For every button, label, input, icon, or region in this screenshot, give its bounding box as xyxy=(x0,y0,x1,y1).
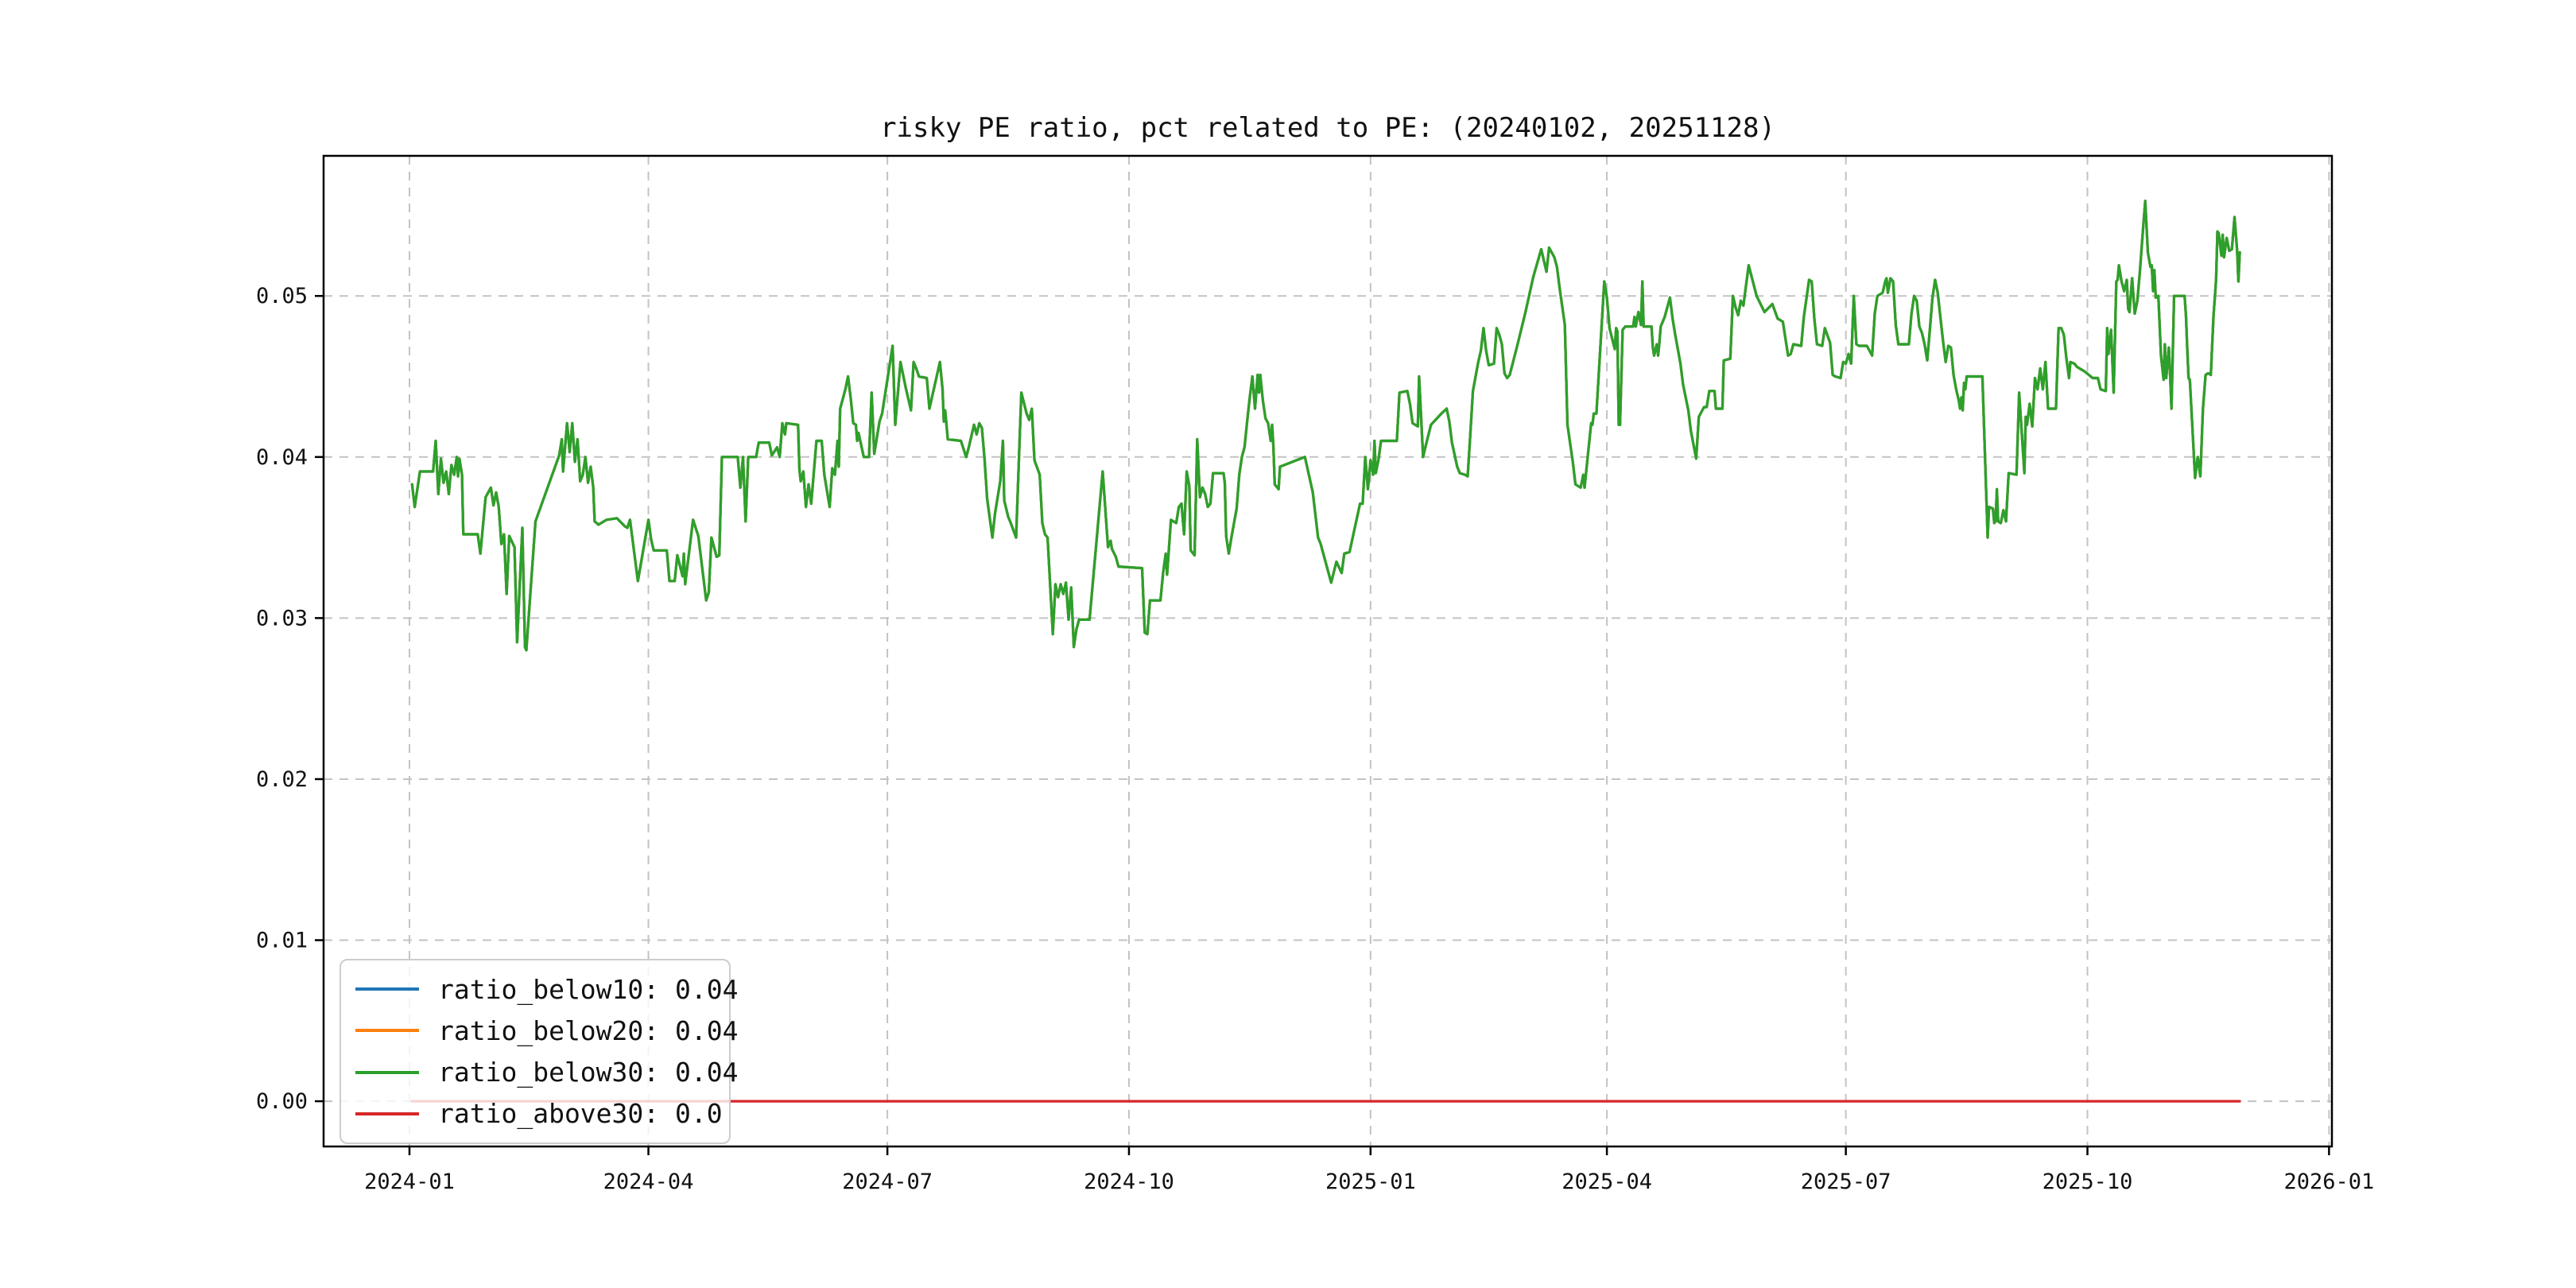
x-tick-label: 2025-10 xyxy=(2043,1170,2133,1194)
legend-item: ratio_below30: 0.04 xyxy=(355,1057,739,1088)
tick-marks xyxy=(315,294,2330,1155)
plot-border xyxy=(322,154,2334,1148)
legend-label: ratio_below30: 0.04 xyxy=(438,1057,739,1088)
legend-label: ratio_below10: 0.04 xyxy=(438,973,739,1005)
legend-item: ratio_above30: 0.0 xyxy=(355,1098,723,1129)
y-tick-label: 0.05 xyxy=(256,284,308,308)
x-tick-label: 2024-01 xyxy=(364,1170,455,1194)
chart-title: risky PE ratio, pct related to PE: (2024… xyxy=(880,112,1775,144)
legend-swatch-ratio-below20 xyxy=(355,1029,419,1033)
legend-item: ratio_below20: 0.04 xyxy=(355,1015,739,1046)
x-tick-label: 2025-07 xyxy=(1801,1170,1891,1194)
tick-labels: 2024-01 2024-04 2024-07 2024-10 2025-01 2025-… xyxy=(256,284,2374,1194)
legend-swatch-ratio-below10 xyxy=(355,987,419,991)
legend-swatch-ratio-above30 xyxy=(355,1111,419,1115)
y-tick-label: 0.02 xyxy=(256,767,308,792)
x-tick-label: 2024-10 xyxy=(1084,1170,1174,1194)
y-tick-label: 0.03 xyxy=(256,606,308,630)
legend: ratio_below10: 0.04 ratio_below20: 0.04 … xyxy=(339,959,739,1144)
series-line-ratio_below30 xyxy=(410,200,2241,652)
data-series xyxy=(410,200,2241,1103)
x-tick-label: 2024-07 xyxy=(842,1170,933,1194)
legend-label: ratio_below20: 0.04 xyxy=(438,1014,739,1046)
x-tick-label: 2026-01 xyxy=(2283,1170,2374,1194)
y-tick-label: 0.01 xyxy=(256,929,308,953)
x-tick-label: 2025-04 xyxy=(1562,1170,1652,1194)
x-tick-label: 2025-01 xyxy=(1325,1170,1416,1194)
legend-label: ratio_above30: 0.0 xyxy=(438,1098,723,1130)
x-tick-label: 2024-04 xyxy=(603,1170,694,1194)
y-tick-label: 0.04 xyxy=(256,445,308,470)
legend-swatch-ratio-below30 xyxy=(355,1070,419,1074)
legend-item: ratio_below10: 0.04 xyxy=(355,974,739,1005)
y-tick-label: 0.00 xyxy=(256,1089,308,1114)
